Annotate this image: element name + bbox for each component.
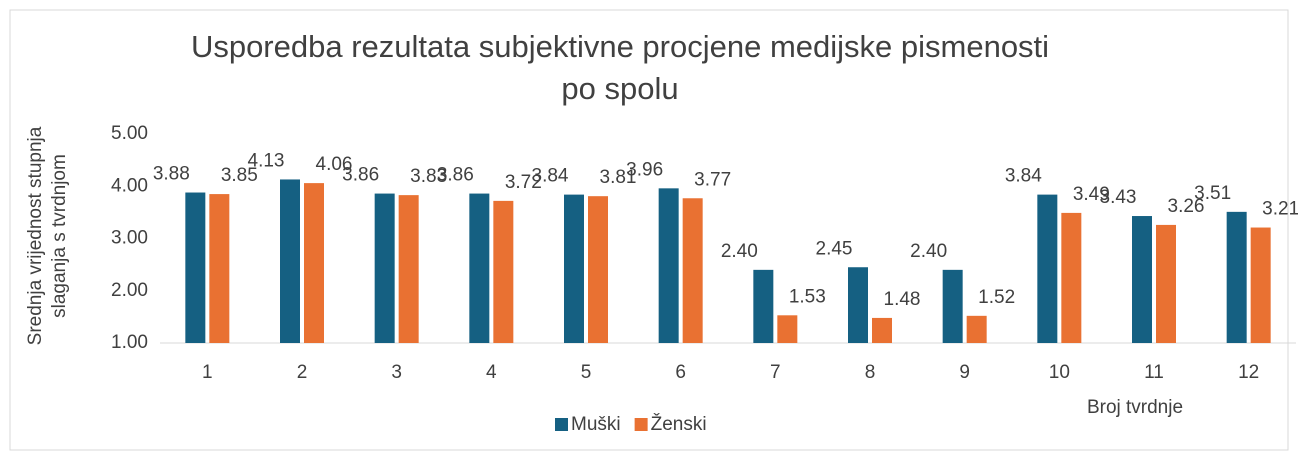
bar	[398, 195, 419, 343]
bar	[469, 193, 490, 343]
bar	[1250, 227, 1271, 343]
bar	[1156, 224, 1176, 343]
bar	[872, 317, 892, 343]
data-label: 3.83	[410, 166, 447, 187]
x-tick-label: 7	[770, 362, 781, 383]
y-tick-label: 1.00	[111, 332, 148, 353]
legend-swatch	[634, 418, 648, 431]
x-tick-label: 10	[1049, 362, 1070, 383]
bar	[588, 196, 608, 343]
y-tick-label: 3.00	[111, 228, 148, 249]
bar	[185, 192, 206, 343]
data-label: 3.86	[342, 165, 379, 186]
bar	[753, 269, 774, 343]
data-label: 2.45	[816, 238, 853, 259]
x-tick-label: 2	[297, 362, 308, 383]
data-label: 3.26	[1168, 196, 1205, 217]
x-tick-label: 4	[486, 362, 497, 383]
y-tick-label: 4.00	[111, 175, 148, 196]
data-label: 1.53	[789, 286, 826, 307]
bar	[1061, 212, 1082, 343]
data-label: 4.06	[316, 154, 353, 175]
data-label: 3.88	[153, 164, 190, 185]
bar	[942, 269, 963, 343]
data-label: 2.40	[910, 241, 947, 262]
y-tick-label: 5.00	[111, 123, 148, 144]
y-tick-label: 2.00	[111, 280, 148, 301]
x-tick-label: 11	[1144, 362, 1164, 383]
x-tick-label: 1	[202, 362, 213, 383]
data-label: 2.40	[721, 241, 758, 262]
bar	[966, 315, 987, 343]
bar	[682, 198, 703, 343]
x-tick-label: 9	[959, 362, 970, 383]
x-tick-label: 12	[1238, 362, 1259, 383]
x-axis-label: Broj tvrdnje	[1087, 397, 1183, 418]
bar	[209, 194, 230, 343]
y-axis-label: Srednja vrijednost stupnja slaganja s tv…	[25, 126, 70, 346]
data-label: 1.48	[884, 289, 921, 310]
data-label: 3.51	[1194, 183, 1231, 204]
bar	[564, 194, 584, 343]
legend-label: Ženski	[651, 413, 707, 435]
data-label: 3.86	[437, 165, 474, 186]
data-label: 4.13	[248, 150, 285, 171]
bar	[280, 179, 300, 343]
data-label: 3.85	[221, 165, 258, 186]
data-label: 3.84	[532, 166, 569, 187]
bar	[1132, 216, 1152, 343]
data-label: 3.43	[1100, 187, 1137, 208]
bar	[848, 267, 868, 343]
data-label: 3.72	[505, 172, 542, 193]
bar	[1037, 194, 1058, 343]
data-label: 3.96	[626, 159, 663, 180]
legend-swatch	[555, 418, 568, 431]
data-label: 3.21	[1262, 199, 1298, 220]
x-tick-label: 8	[865, 362, 876, 383]
data-label: 3.81	[600, 167, 637, 188]
chart-title: Usporedba rezultata subjektivne procjene…	[190, 29, 1050, 106]
data-label: 3.49	[1073, 184, 1110, 205]
x-tick-label: 3	[391, 362, 402, 383]
bar	[493, 200, 514, 343]
data-label: 3.84	[1005, 166, 1042, 187]
bar	[658, 188, 679, 343]
bar	[1226, 211, 1247, 343]
data-label: 1.52	[978, 287, 1015, 308]
legend-label: Muški	[571, 414, 621, 435]
x-tick-label: 6	[675, 362, 686, 383]
bar	[304, 183, 324, 343]
x-tick-label: 5	[581, 362, 592, 383]
data-label: 3.77	[694, 169, 731, 190]
bar	[777, 315, 798, 343]
bar	[374, 193, 395, 343]
